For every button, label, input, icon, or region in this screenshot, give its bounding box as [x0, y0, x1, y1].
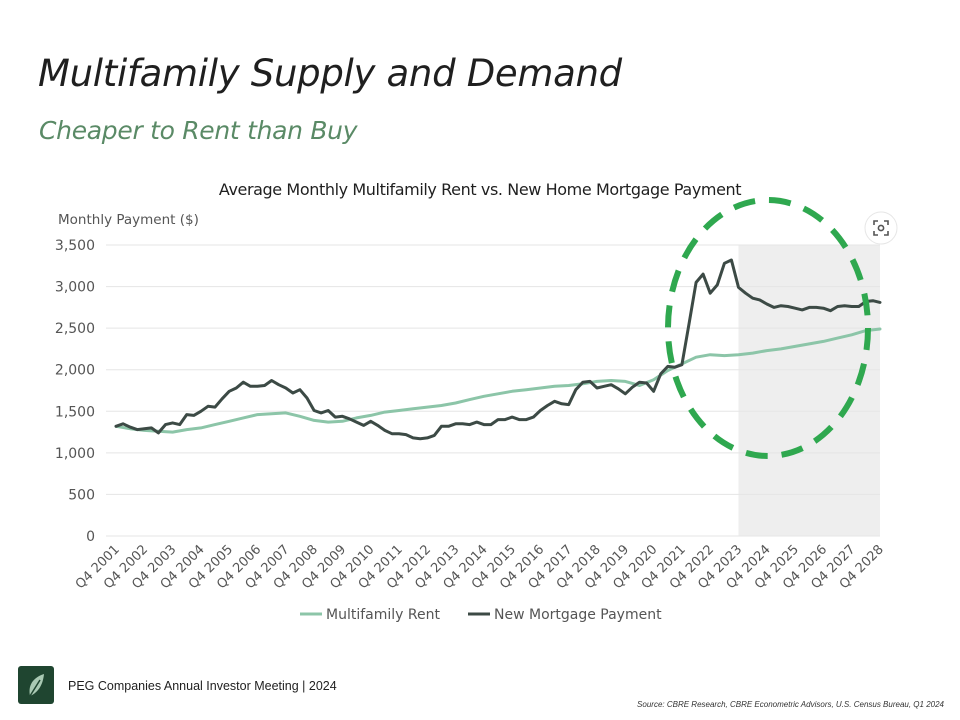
y-tick-label: 1,500 [55, 404, 95, 420]
zoom-button[interactable] [864, 211, 898, 245]
y-tick-label: 3,500 [55, 238, 95, 254]
y-tick-label: 3,000 [55, 280, 95, 296]
chart-title: Average Monthly Multifamily Rent vs. New… [219, 180, 741, 199]
series-line-mortgage [114, 258, 882, 441]
highlight-ellipse [665, 197, 871, 459]
series-line-rent [114, 327, 882, 434]
grid-lines [106, 244, 880, 537]
footer-meeting-text: PEG Companies Annual Investor Meeting | … [68, 679, 337, 693]
y-axis-label: Monthly Payment ($) [58, 212, 199, 228]
company-logo [18, 666, 54, 704]
lens-scan-icon [873, 220, 889, 236]
legend: Multifamily Rent New Mortgage Payment [300, 607, 662, 623]
legend-label-rent: Multifamily Rent [326, 607, 440, 623]
y-tick-label: 1,000 [55, 446, 95, 462]
y-tick-label: 0 [86, 529, 95, 545]
series-lines [114, 258, 882, 441]
forecast-shade [738, 245, 880, 536]
legend-label-mortgage: New Mortgage Payment [494, 607, 662, 623]
source-note: Source: CBRE Research, CBRE Econometric … [637, 700, 944, 709]
y-tick-label: 2,500 [55, 321, 95, 337]
line-chart: 0 500 1,000 1,500 2,000 2,500 3,000 3,500 Q4 20… [55, 180, 898, 623]
slide-title: Multifamily Supply and Demand [38, 52, 622, 95]
y-tick-label: 500 [68, 487, 95, 503]
leaf-icon [29, 674, 44, 697]
y-tick-label: 2,000 [55, 363, 95, 379]
y-tick-labels: 0 500 1,000 1,500 2,000 2,500 3,000 3,500 [55, 238, 95, 545]
slide-subtitle: Cheaper to Rent than Buy [39, 116, 358, 145]
